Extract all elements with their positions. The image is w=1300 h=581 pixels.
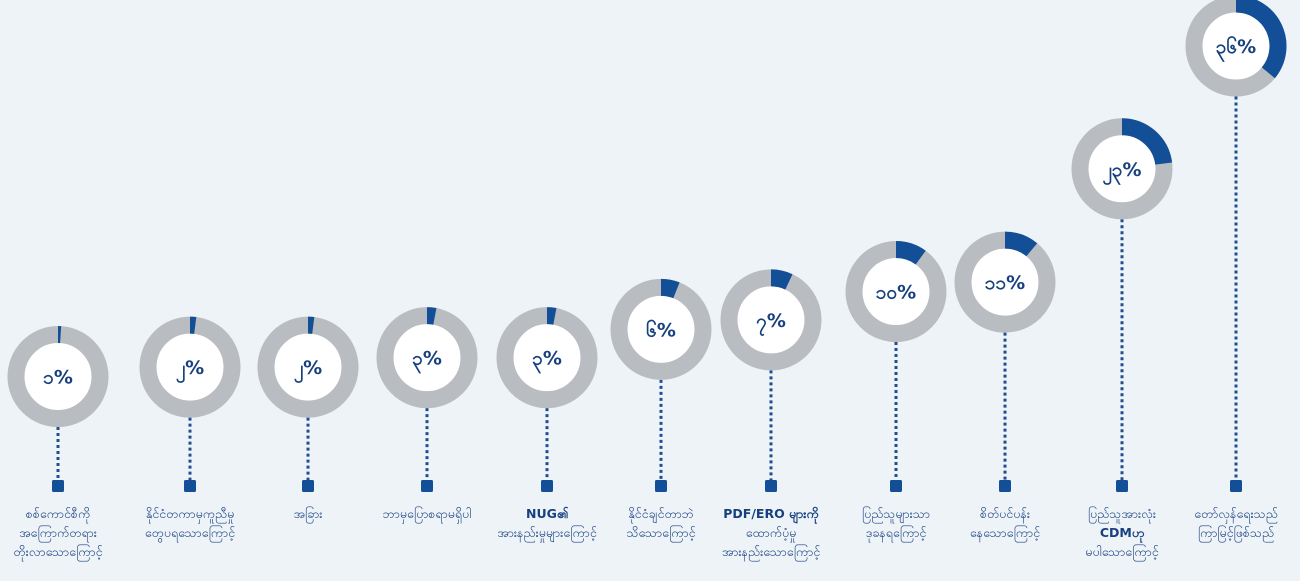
donut-item: ၃၆% xyxy=(1194,4,1278,492)
category-label-line: ဘာမှပြောစရာမရှိပါ xyxy=(367,504,487,523)
donut-item: ၂% xyxy=(148,325,232,492)
donut-item: ၂% xyxy=(266,325,350,492)
category-label-line: မပါသောကြောင့် xyxy=(1062,542,1182,561)
category-label-line: စစ်ကောင်စီကို xyxy=(0,504,118,523)
value-label: ၁၀% xyxy=(876,282,916,304)
donut-value-arc xyxy=(896,250,921,258)
category-label-line: အကြောက်တရား xyxy=(0,523,118,542)
category-label-line: ပြည်သူအားလုံး xyxy=(1062,504,1182,523)
category-label-line: ကြာမြင့်ဖြစ်သည် xyxy=(1176,523,1296,542)
category-label-line: နိုင်ငံတကာမှကူညီမှု xyxy=(130,504,250,523)
marker-square xyxy=(421,480,433,492)
category-label-line: NUG၏ xyxy=(487,504,607,523)
donut-item: ၃% xyxy=(385,316,469,492)
donut-item: ၁၀% xyxy=(854,250,938,492)
marker-square xyxy=(1116,480,1128,492)
category-label-line: သိသောကြောင့် xyxy=(601,523,721,542)
category-label: NUG၏ အားနည်းမှုများကြောင့် xyxy=(487,504,607,542)
donut-value-arc xyxy=(1005,240,1032,250)
category-label: စိတ်ပင်ပန်း နေသောကြောင့် xyxy=(945,504,1065,542)
donut-value-arc xyxy=(427,316,435,317)
category-label-line: နေသောကြောင့် xyxy=(945,523,1065,542)
donut-value-arc xyxy=(547,316,555,317)
category-label-line: အားနည်းမှုများကြောင့် xyxy=(487,523,607,542)
marker-square xyxy=(1230,480,1242,492)
category-label-line: တွေပရသောကြောင့် xyxy=(130,523,250,542)
category-label-line: တော်လှန်ရေးသည် xyxy=(1176,504,1296,523)
category-label-line: ဒုခနရကြောင့် xyxy=(836,523,956,542)
value-label: ၆% xyxy=(646,317,676,341)
category-label: ပြည်သူအားလုံး CDMဟု မပါသောကြောင့် xyxy=(1062,504,1182,561)
marker-square xyxy=(999,480,1011,492)
category-label-line: ထောက်ပံ့မှု xyxy=(711,523,831,542)
donut-item: ၃% xyxy=(505,316,589,492)
category-label-line: CDMဟု xyxy=(1062,523,1182,542)
category-label: နိုင်ငံတကာမှကူညီမှု တွေပရသောကြောင့် xyxy=(130,504,250,542)
category-label: အခြား xyxy=(248,504,368,523)
value-label: ၁၁% xyxy=(985,272,1025,294)
category-label: တော်လှန်ရေးသည် ကြာမြင့်ဖြစ်သည် xyxy=(1176,504,1296,542)
donut-item: ၆% xyxy=(619,287,703,492)
category-label: PDF/ERO များကို ထောက်ပံ့မှု အားနည်းသောကြော… xyxy=(711,504,831,561)
category-label: ဘာမှပြောစရာမရှိပါ xyxy=(367,504,487,523)
marker-square xyxy=(302,480,314,492)
marker-square xyxy=(890,480,902,492)
category-label-line: နိုင်ငံချင်တာဘဲ xyxy=(601,504,721,523)
value-label: ၁% xyxy=(43,367,73,389)
category-label-line: PDF/ERO များကို xyxy=(711,504,831,523)
donut-value-arc xyxy=(661,287,676,290)
marker-square xyxy=(184,480,196,492)
marker-square xyxy=(765,480,777,492)
marker-square xyxy=(52,480,64,492)
category-label-line: တိုးလာသောကြောင့် xyxy=(0,542,118,561)
donut-item: ၇% xyxy=(729,278,813,492)
donut-item: ၁% xyxy=(16,335,100,492)
category-label-line: စိတ်ပင်ပန်း xyxy=(945,504,1065,523)
marker-square xyxy=(541,480,553,492)
category-label: ပြည်သူများသာ ဒုခနရကြောင့် xyxy=(836,504,956,542)
category-label: စစ်ကောင်စီကို အကြောက်တရား တိုးလာသောကြောင့် xyxy=(0,504,118,561)
marker-square xyxy=(655,480,667,492)
donut-item: ၂၃% xyxy=(1080,127,1164,492)
category-label-line: အားနည်းသောကြောင့် xyxy=(711,542,831,561)
category-label-line: ပြည်သူများသာ xyxy=(836,504,956,523)
donut-value-arc xyxy=(771,278,789,282)
category-label: နိုင်ငံချင်တာဘဲ သိသောကြောင့် xyxy=(601,504,721,542)
category-label-line: အခြား xyxy=(248,504,368,523)
donut-item: ၁၁% xyxy=(963,240,1047,492)
